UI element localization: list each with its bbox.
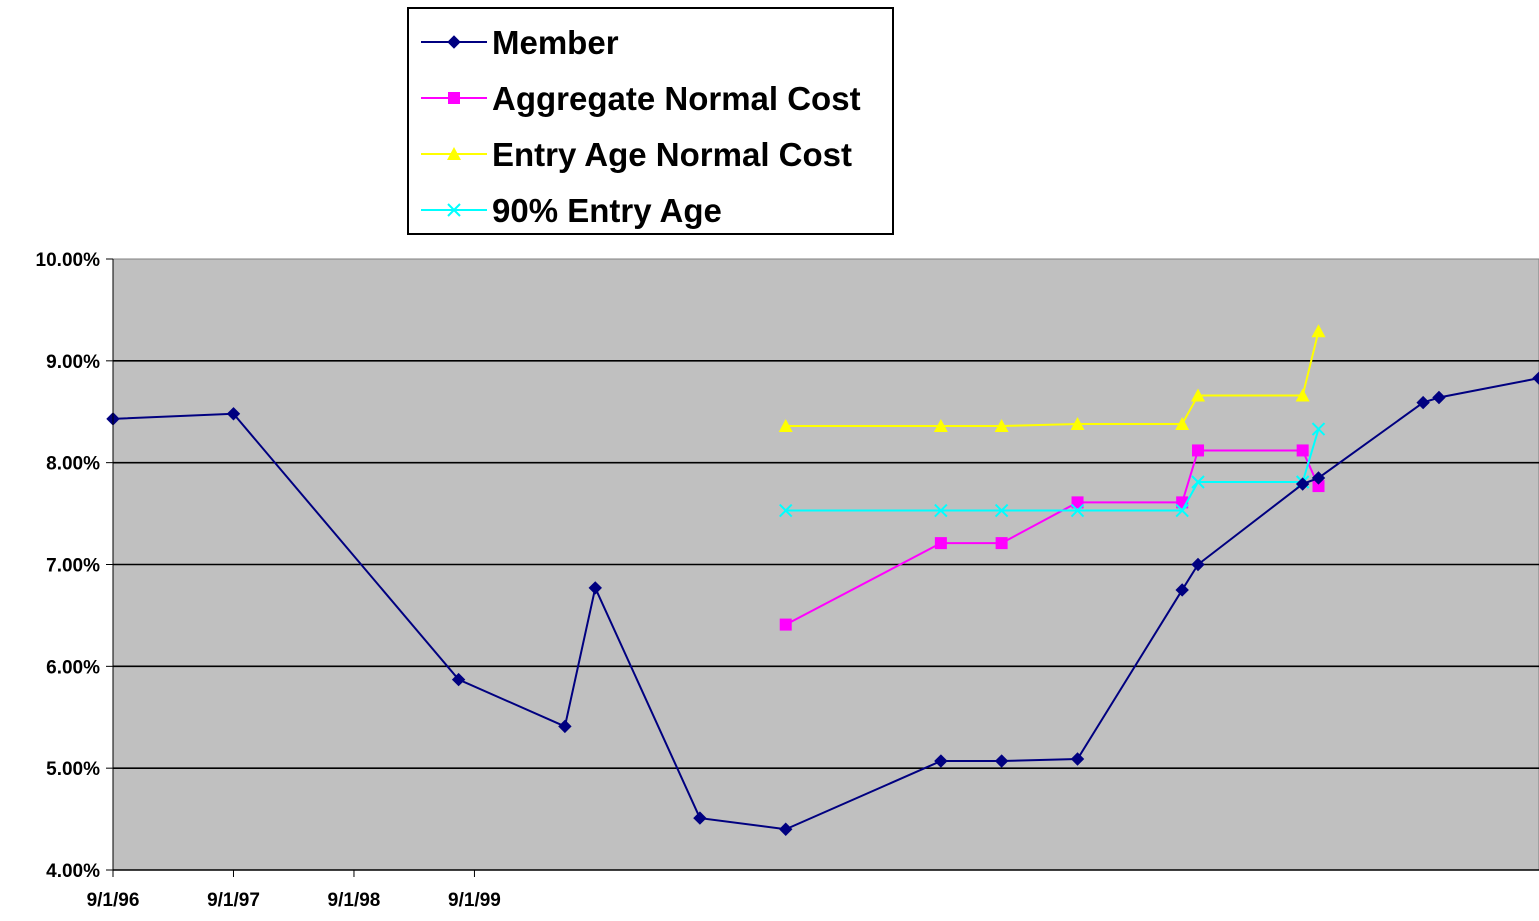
series-group: [778, 324, 1326, 433]
x-tick-label: 9/1/97: [207, 890, 260, 911]
data-point: [588, 581, 602, 595]
legend-label: Entry Age Normal Cost: [492, 136, 852, 173]
legend-marker: [447, 35, 461, 49]
data-point: [934, 537, 947, 550]
data-point: [994, 754, 1009, 768]
data-point: [1532, 371, 1539, 385]
data-point: [995, 537, 1008, 550]
data-point: [1432, 390, 1446, 405]
data-point: [1070, 503, 1085, 518]
series-line: [785, 331, 1320, 428]
data-point: [1175, 416, 1190, 430]
data-point: [1192, 444, 1205, 457]
data-point: [1416, 395, 1430, 410]
legend-label: 90% Entry Age: [492, 192, 722, 229]
data-point: [994, 503, 1009, 518]
data-point: [226, 407, 241, 421]
y-axis: 4.00% 5.00% 6.00% 7.00% 8.00% 9.00% 10.00%: [36, 250, 114, 882]
data-point: [693, 811, 707, 825]
y-tick-label: 7.00%: [46, 556, 100, 577]
data-point: [1191, 557, 1205, 572]
series-line: [785, 428, 1320, 512]
y-tick-label: 6.00%: [46, 657, 100, 678]
data-point: [934, 503, 948, 518]
plot-area: [106, 258, 1539, 871]
legend-box: [407, 7, 894, 235]
legend-marker: [447, 203, 461, 217]
data-point: [1311, 422, 1326, 436]
data-point: [1070, 752, 1085, 766]
data-point: [779, 618, 792, 631]
y-tick-label: 10.00%: [36, 250, 101, 271]
y-tick-label: 8.00%: [46, 454, 100, 475]
x-tick-label: 9/1/99: [448, 890, 501, 911]
data-point: [778, 419, 793, 433]
series-line: [785, 449, 1320, 626]
data-point: [1191, 475, 1205, 489]
data-point: [1175, 583, 1189, 597]
series-group: [106, 371, 1539, 836]
y-tick-label: 4.00%: [46, 861, 100, 882]
legend-marker: [448, 92, 460, 104]
data-point: [934, 754, 948, 768]
data-point: [1311, 324, 1326, 338]
y-tick-label: 9.00%: [46, 352, 100, 373]
legend-marker: [447, 147, 461, 160]
legend-label: Member: [492, 24, 619, 61]
data-point: [1071, 496, 1084, 509]
x-tick-label: 9/1/98: [328, 890, 381, 911]
series-group: [779, 444, 1325, 631]
data-point: [1311, 471, 1326, 485]
data-point: [1295, 388, 1310, 402]
data-point: [1175, 503, 1189, 518]
x-tick-label: 9/1/96: [87, 890, 140, 911]
legend-label: Aggregate Normal Cost: [492, 80, 861, 117]
data-point: [994, 419, 1009, 433]
data-point: [1191, 388, 1206, 402]
data-point: [1295, 477, 1310, 491]
x-axis: 9/1/969/1/979/1/989/1/999/1/009/1/019/1/…: [87, 869, 1539, 911]
data-point: [1070, 416, 1085, 430]
data-point: [779, 822, 793, 836]
data-point: [779, 503, 793, 518]
data-point: [1296, 444, 1309, 457]
data-point: [558, 719, 572, 734]
data-point: [933, 419, 948, 433]
chart-legend: Member Aggregate Normal Cost Entry Age Nor…: [407, 7, 894, 235]
data-point: [1312, 480, 1325, 493]
y-tick-label: 5.00%: [46, 759, 100, 780]
data-point: [451, 672, 466, 687]
